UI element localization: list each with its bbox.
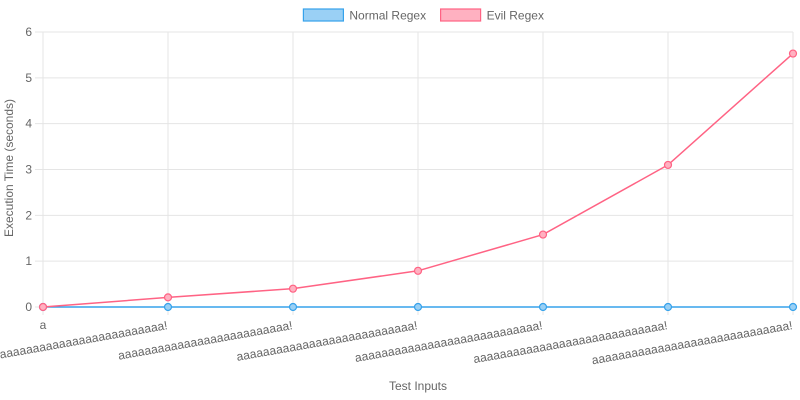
legend-label: Normal Regex [349, 9, 426, 23]
data-point[interactable] [788, 49, 798, 58]
data-point[interactable] [38, 302, 48, 312]
y-tick-label: 3 [25, 163, 32, 177]
data-point[interactable] [413, 302, 423, 312]
data-point[interactable] [663, 160, 673, 170]
data-point[interactable] [663, 302, 673, 312]
legend: Normal Regex Evil Regex [302, 8, 544, 23]
y-tick-label: 4 [25, 117, 32, 131]
y-tick-label: 0 [25, 300, 32, 314]
data-point[interactable] [538, 302, 548, 312]
y-tick-label: 5 [25, 71, 32, 85]
data-point[interactable] [163, 302, 173, 312]
y-tick-label: 6 [25, 25, 32, 39]
legend-item[interactable]: Normal Regex [302, 8, 426, 23]
legend-swatch [302, 8, 344, 22]
y-axis-title: Execution Time (seconds) [2, 99, 16, 237]
legend-swatch [440, 8, 482, 22]
legend-label: Evil Regex [487, 9, 544, 23]
x-axis-ticks: aaaaaaaaaaaaaaaaaaaaaaaaaa!aaaaaaaaaaaaa… [0, 318, 794, 367]
data-point[interactable] [538, 230, 548, 239]
x-axis-title: Test Inputs [389, 379, 447, 393]
data-point[interactable] [288, 284, 298, 293]
data-point[interactable] [413, 266, 423, 275]
grid [35, 31, 794, 315]
legend-item[interactable]: Evil Regex [440, 8, 544, 23]
y-tick-label: 2 [25, 208, 32, 222]
data-point[interactable] [788, 302, 798, 312]
y-tick-label: 1 [25, 254, 32, 268]
x-tick-label: a [40, 318, 47, 332]
data-point[interactable] [163, 293, 173, 302]
data-point[interactable] [288, 302, 298, 312]
y-axis-ticks: 0 1 2 3 4 5 6 [25, 25, 32, 314]
series [38, 49, 798, 312]
